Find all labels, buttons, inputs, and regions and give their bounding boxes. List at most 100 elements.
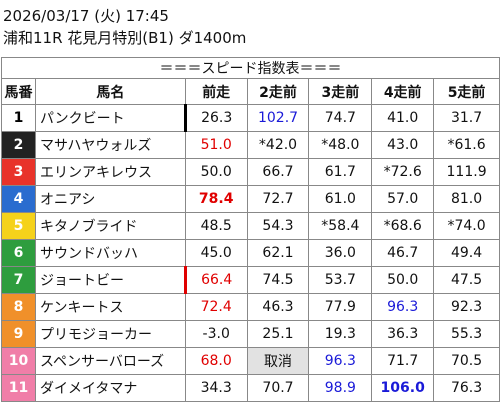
horse-name: スペンサーバローズ — [34, 347, 186, 375]
speed-index: 70.5 — [433, 347, 500, 375]
horse-number: 4 — [1, 185, 36, 213]
horse-number: 2 — [1, 131, 36, 159]
horse-number: 7 — [1, 266, 36, 294]
speed-index: 48.5 — [184, 212, 248, 240]
speed-index: 72.7 — [246, 185, 310, 213]
column-header: 前走 — [184, 78, 248, 105]
horse-number: 3 — [1, 158, 36, 186]
race-info: 浦和11R 花見月特別(B1) ダ1400m — [3, 29, 247, 47]
column-header: 馬番 — [1, 78, 36, 105]
horse-name: ジョートビー — [34, 266, 187, 294]
speed-index: 53.7 — [308, 266, 373, 294]
horse-name: キタノブライド — [34, 212, 186, 240]
speed-index: 66.7 — [246, 158, 310, 186]
speed-index: 19.3 — [308, 320, 373, 348]
speed-index: 102.7 — [246, 104, 310, 132]
speed-table: ＝＝＝スピード指数表＝＝＝ 馬番 馬名 前走 2走前 3走前 4走前 5走前 1 パンクビート… — [1, 57, 500, 402]
table-row: 10 スペンサーバローズ 68.0 取消 96.3 71.7 70.5 — [1, 347, 500, 375]
speed-index: 81.0 — [433, 185, 500, 213]
horse-number: 5 — [1, 212, 36, 240]
speed-index: 50.0 — [184, 158, 248, 186]
speed-index: 26.3 — [184, 104, 248, 132]
speed-index: 57.0 — [371, 185, 435, 213]
speed-index: 25.1 — [246, 320, 310, 348]
column-header: 2走前 — [246, 78, 310, 105]
table-row: 9 プリモジョーカー -3.0 25.1 19.3 36.3 55.3 — [1, 320, 500, 348]
table-row: 5 キタノブライド 48.5 54.3 *58.4 *68.6 *74.0 — [1, 212, 500, 240]
speed-index: 78.4 — [184, 185, 248, 213]
speed-index: 74.5 — [246, 266, 310, 294]
horse-name: パンクビート — [34, 104, 187, 132]
table-row: 2 マサハヤウォルズ 51.0 *42.0 *48.0 43.0 *61.6 — [1, 131, 500, 159]
speed-index: *42.0 — [246, 131, 310, 159]
horse-number: 9 — [1, 320, 36, 348]
speed-index: 72.4 — [184, 293, 248, 321]
speed-index: 取消 — [246, 347, 310, 375]
table-row: 7 ジョートビー 66.4 74.5 53.7 50.0 47.5 — [1, 266, 500, 294]
horse-number: 6 — [1, 239, 36, 267]
speed-index: 74.7 — [308, 104, 373, 132]
speed-index: 92.3 — [433, 293, 500, 321]
speed-index: 47.5 — [433, 266, 500, 294]
table-row: 4 オニアシ 78.4 72.7 61.0 57.0 81.0 — [1, 185, 500, 213]
horse-number: 11 — [1, 374, 36, 402]
speed-index: 66.4 — [184, 266, 248, 294]
speed-index: 36.3 — [371, 320, 435, 348]
speed-index: 70.7 — [246, 374, 310, 402]
horse-number: 10 — [1, 347, 36, 375]
table-row: 1 パンクビート 26.3 102.7 74.7 41.0 31.7 — [1, 104, 500, 132]
horse-name: サウンドバッハ — [34, 239, 186, 267]
speed-index: 43.0 — [371, 131, 435, 159]
speed-index: *74.0 — [433, 212, 500, 240]
speed-index: 49.4 — [433, 239, 500, 267]
speed-index: 46.7 — [371, 239, 435, 267]
table-row: 11 ダイメイタマナ 34.3 70.7 98.9 106.0 76.3 — [1, 374, 500, 402]
column-header: 5走前 — [433, 78, 500, 105]
speed-index: *61.6 — [433, 131, 500, 159]
datetime: 2026/03/17 (火) 17:45 — [3, 7, 169, 25]
horse-name: ケンキートス — [34, 293, 186, 321]
speed-index: 55.3 — [433, 320, 500, 348]
speed-index: *58.4 — [308, 212, 373, 240]
column-header: 4走前 — [371, 78, 435, 105]
speed-index: 45.0 — [184, 239, 248, 267]
speed-index: 68.0 — [184, 347, 248, 375]
horse-name: エリンアキレウス — [34, 158, 186, 186]
speed-index: -3.0 — [184, 320, 248, 348]
speed-index: 98.9 — [308, 374, 373, 402]
speed-index: 54.3 — [246, 212, 310, 240]
speed-index: 106.0 — [371, 374, 435, 402]
speed-index: 111.9 — [433, 158, 500, 186]
column-header: 3走前 — [308, 78, 373, 105]
column-header: 馬名 — [34, 78, 186, 105]
speed-index: 96.3 — [371, 293, 435, 321]
speed-index: 36.0 — [308, 239, 373, 267]
speed-index: 61.0 — [308, 185, 373, 213]
horse-number: 1 — [1, 104, 36, 132]
horse-name: ダイメイタマナ — [34, 374, 186, 402]
speed-index: 46.3 — [246, 293, 310, 321]
speed-index: 61.7 — [308, 158, 373, 186]
table-row: 6 サウンドバッハ 45.0 62.1 36.0 46.7 49.4 — [1, 239, 500, 267]
speed-index: 41.0 — [371, 104, 435, 132]
header-row: 馬番 馬名 前走 2走前 3走前 4走前 5走前 — [1, 78, 500, 105]
horse-name: マサハヤウォルズ — [34, 131, 186, 159]
table-row: 3 エリンアキレウス 50.0 66.7 61.7 *72.6 111.9 — [1, 158, 500, 186]
table-title: ＝＝＝スピード指数表＝＝＝ — [1, 57, 500, 79]
speed-index: 96.3 — [308, 347, 373, 375]
speed-index: 34.3 — [184, 374, 248, 402]
speed-index: 76.3 — [433, 374, 500, 402]
speed-index: 51.0 — [184, 131, 248, 159]
speed-index: *68.6 — [371, 212, 435, 240]
speed-index: 71.7 — [371, 347, 435, 375]
speed-index: 31.7 — [433, 104, 500, 132]
horse-number: 8 — [1, 293, 36, 321]
speed-index: *72.6 — [371, 158, 435, 186]
table-row: 8 ケンキートス 72.4 46.3 77.9 96.3 92.3 — [1, 293, 500, 321]
speed-index: 62.1 — [246, 239, 310, 267]
horse-name: オニアシ — [34, 185, 186, 213]
speed-index: 50.0 — [371, 266, 435, 294]
horse-name: プリモジョーカー — [34, 320, 186, 348]
speed-index: 77.9 — [308, 293, 373, 321]
